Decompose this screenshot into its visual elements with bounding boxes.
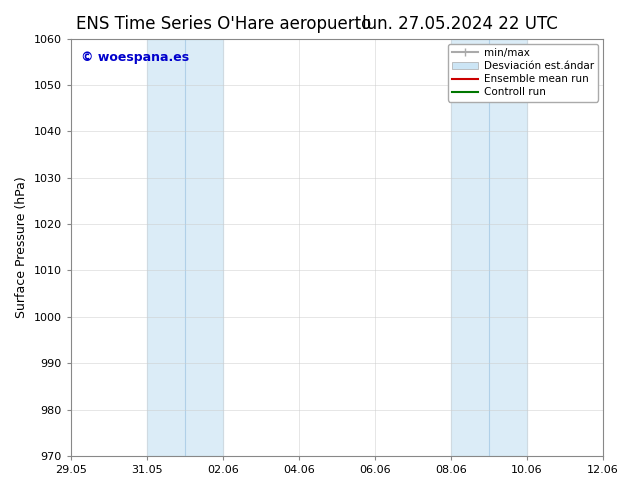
Legend: min/max, Desviación est.ándar, Ensemble mean run, Controll run: min/max, Desviación est.ándar, Ensemble … bbox=[448, 44, 598, 101]
Text: lun. 27.05.2024 22 UTC: lun. 27.05.2024 22 UTC bbox=[362, 15, 558, 33]
Bar bbox=[146, 39, 223, 456]
Y-axis label: Surface Pressure (hPa): Surface Pressure (hPa) bbox=[15, 176, 28, 318]
Text: © woespana.es: © woespana.es bbox=[81, 51, 190, 64]
Text: ENS Time Series O'Hare aeropuerto: ENS Time Series O'Hare aeropuerto bbox=[76, 15, 372, 33]
Bar bbox=[451, 39, 527, 456]
